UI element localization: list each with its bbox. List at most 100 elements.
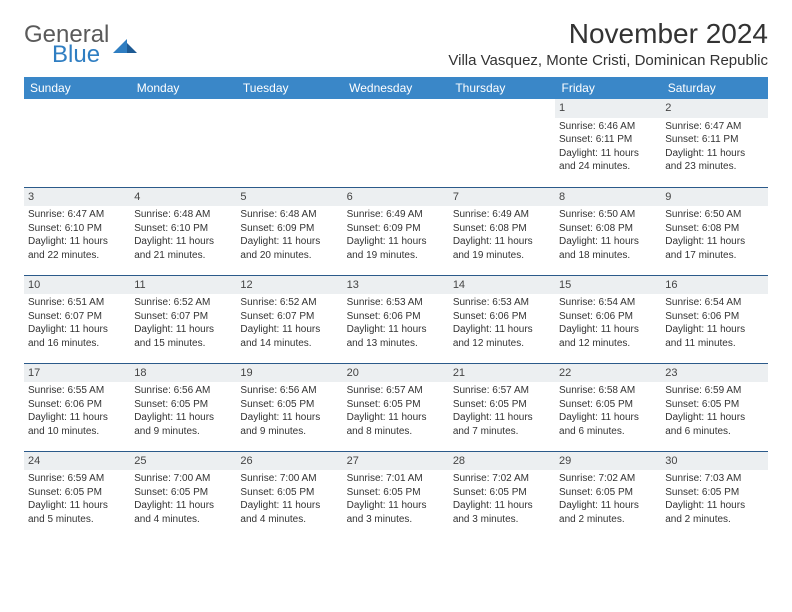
calendar-cell: 3Sunrise: 6:47 AMSunset: 6:10 PMDaylight… [24,187,130,275]
daylight-text: Daylight: 11 hours [559,323,657,337]
daylight-text: and 13 minutes. [347,337,445,351]
sunrise-text: Sunrise: 6:54 AM [665,296,763,310]
daylight-text: Daylight: 11 hours [134,235,232,249]
sunrise-text: Sunrise: 6:47 AM [665,120,763,134]
daylight-text: and 18 minutes. [559,249,657,263]
sunset-text: Sunset: 6:06 PM [347,310,445,324]
calendar-cell [236,99,342,187]
daylight-text: and 24 minutes. [559,160,657,174]
daylight-text: and 15 minutes. [134,337,232,351]
calendar-cell: 11Sunrise: 6:52 AMSunset: 6:07 PMDayligh… [130,275,236,363]
calendar-cell: 23Sunrise: 6:59 AMSunset: 6:05 PMDayligh… [661,363,767,451]
daylight-text: Daylight: 11 hours [559,147,657,161]
sunrise-text: Sunrise: 6:58 AM [559,384,657,398]
calendar-row: 10Sunrise: 6:51 AMSunset: 6:07 PMDayligh… [24,275,768,363]
daylight-text: Daylight: 11 hours [559,499,657,513]
calendar-cell: 26Sunrise: 7:00 AMSunset: 6:05 PMDayligh… [236,451,342,539]
sunrise-text: Sunrise: 6:47 AM [28,208,126,222]
weekday-header: Saturday [661,77,767,99]
sunset-text: Sunset: 6:05 PM [347,486,445,500]
sunset-text: Sunset: 6:07 PM [134,310,232,324]
sunset-text: Sunset: 6:06 PM [28,398,126,412]
logo-triangle-icon [113,37,137,55]
title-block: November 2024 Villa Vasquez, Monte Crist… [448,18,768,69]
weekday-header: Friday [555,77,661,99]
sunrise-text: Sunrise: 6:49 AM [347,208,445,222]
month-title: November 2024 [448,18,768,50]
daylight-text: and 23 minutes. [665,160,763,174]
sunrise-text: Sunrise: 6:48 AM [134,208,232,222]
calendar-cell [343,99,449,187]
daylight-text: and 22 minutes. [28,249,126,263]
calendar-cell: 1Sunrise: 6:46 AMSunset: 6:11 PMDaylight… [555,99,661,187]
daylight-text: and 3 minutes. [347,513,445,527]
sunset-text: Sunset: 6:05 PM [559,398,657,412]
daylight-text: Daylight: 11 hours [240,499,338,513]
sunset-text: Sunset: 6:09 PM [347,222,445,236]
weekday-header: Thursday [449,77,555,99]
daylight-text: Daylight: 11 hours [28,411,126,425]
sunrise-text: Sunrise: 6:59 AM [28,472,126,486]
day-number: 18 [130,364,236,383]
sunset-text: Sunset: 6:05 PM [28,486,126,500]
sunrise-text: Sunrise: 6:53 AM [453,296,551,310]
day-number: 11 [130,276,236,295]
sunset-text: Sunset: 6:05 PM [453,486,551,500]
header: General Blue November 2024 Villa Vasquez… [24,18,768,69]
calendar-cell: 9Sunrise: 6:50 AMSunset: 6:08 PMDaylight… [661,187,767,275]
day-number: 23 [661,364,767,383]
sunrise-text: Sunrise: 6:55 AM [28,384,126,398]
calendar-cell: 30Sunrise: 7:03 AMSunset: 6:05 PMDayligh… [661,451,767,539]
daylight-text: and 6 minutes. [559,425,657,439]
sunset-text: Sunset: 6:05 PM [453,398,551,412]
calendar-cell: 16Sunrise: 6:54 AMSunset: 6:06 PMDayligh… [661,275,767,363]
daylight-text: and 7 minutes. [453,425,551,439]
day-number: 6 [343,188,449,207]
calendar-cell: 8Sunrise: 6:50 AMSunset: 6:08 PMDaylight… [555,187,661,275]
sunrise-text: Sunrise: 6:54 AM [559,296,657,310]
sunset-text: Sunset: 6:05 PM [134,398,232,412]
day-number: 24 [24,452,130,471]
calendar-cell: 10Sunrise: 6:51 AMSunset: 6:07 PMDayligh… [24,275,130,363]
sunset-text: Sunset: 6:05 PM [347,398,445,412]
daylight-text: Daylight: 11 hours [347,499,445,513]
sunset-text: Sunset: 6:07 PM [240,310,338,324]
weekday-header: Sunday [24,77,130,99]
daylight-text: and 4 minutes. [240,513,338,527]
sunrise-text: Sunrise: 6:51 AM [28,296,126,310]
sunrise-text: Sunrise: 7:01 AM [347,472,445,486]
daylight-text: and 4 minutes. [134,513,232,527]
calendar-page: General Blue November 2024 Villa Vasquez… [0,0,792,557]
day-number: 26 [236,452,342,471]
day-number: 8 [555,188,661,207]
daylight-text: and 2 minutes. [559,513,657,527]
calendar-cell: 15Sunrise: 6:54 AMSunset: 6:06 PMDayligh… [555,275,661,363]
calendar-cell: 28Sunrise: 7:02 AMSunset: 6:05 PMDayligh… [449,451,555,539]
sunset-text: Sunset: 6:05 PM [559,486,657,500]
calendar-cell: 14Sunrise: 6:53 AMSunset: 6:06 PMDayligh… [449,275,555,363]
calendar-cell: 4Sunrise: 6:48 AMSunset: 6:10 PMDaylight… [130,187,236,275]
daylight-text: Daylight: 11 hours [134,323,232,337]
day-number: 30 [661,452,767,471]
calendar-cell: 5Sunrise: 6:48 AMSunset: 6:09 PMDaylight… [236,187,342,275]
calendar-cell: 20Sunrise: 6:57 AMSunset: 6:05 PMDayligh… [343,363,449,451]
sunrise-text: Sunrise: 6:59 AM [665,384,763,398]
sunset-text: Sunset: 6:05 PM [240,486,338,500]
calendar-cell: 24Sunrise: 6:59 AMSunset: 6:05 PMDayligh… [24,451,130,539]
sunset-text: Sunset: 6:05 PM [134,486,232,500]
daylight-text: Daylight: 11 hours [453,411,551,425]
day-number: 4 [130,188,236,207]
day-number: 15 [555,276,661,295]
daylight-text: and 16 minutes. [28,337,126,351]
sunrise-text: Sunrise: 7:02 AM [559,472,657,486]
sunset-text: Sunset: 6:07 PM [28,310,126,324]
daylight-text: Daylight: 11 hours [453,323,551,337]
day-number: 1 [555,99,661,118]
daylight-text: and 14 minutes. [240,337,338,351]
daylight-text: Daylight: 11 hours [240,323,338,337]
day-number: 28 [449,452,555,471]
day-number: 22 [555,364,661,383]
sunset-text: Sunset: 6:08 PM [665,222,763,236]
day-number: 12 [236,276,342,295]
weekday-header: Monday [130,77,236,99]
